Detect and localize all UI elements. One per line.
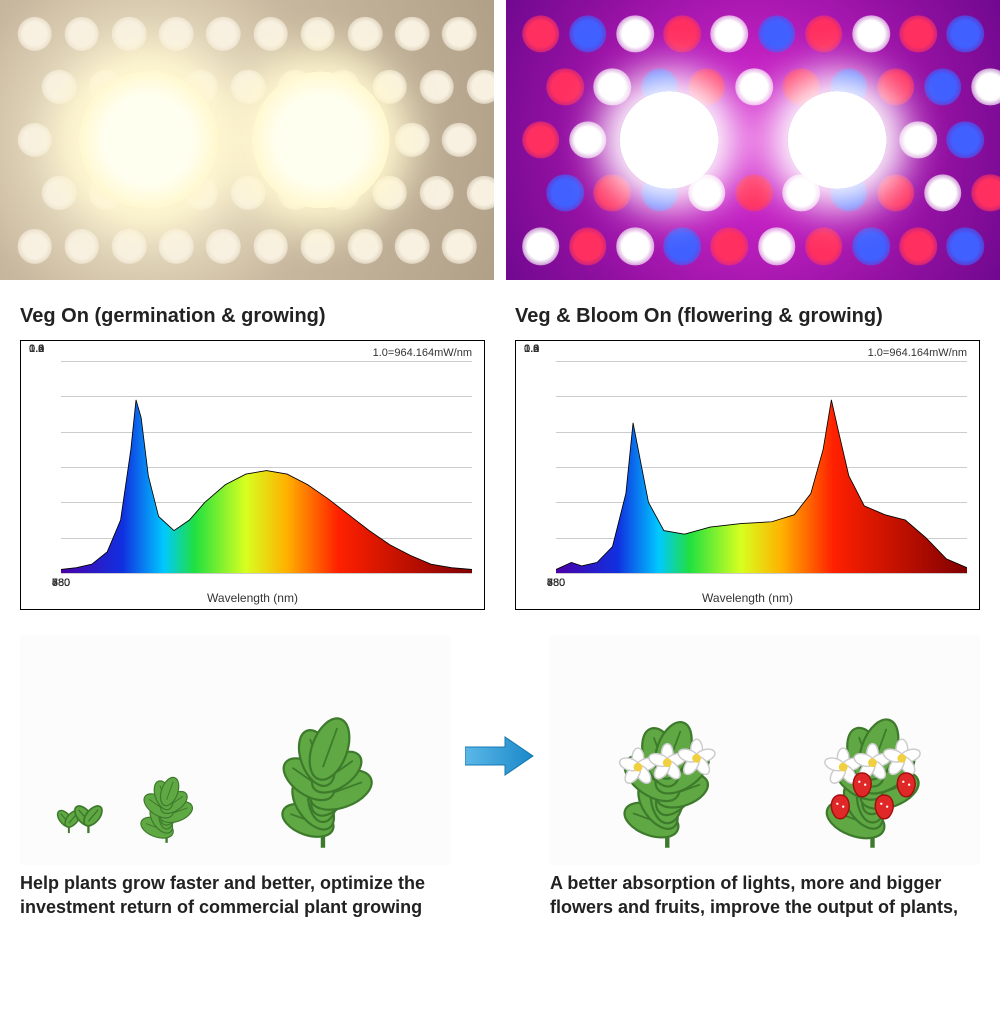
veg-chart-col: Veg On (germination & growing) 1.0=964.1… bbox=[20, 305, 485, 610]
spectrum-charts-row: Veg On (germination & growing) 1.0=964.1… bbox=[0, 290, 1000, 620]
veg-growth-illustration bbox=[20, 635, 450, 865]
growth-stages-row: Help plants grow faster and better, opti… bbox=[0, 630, 1000, 940]
bloom-growth-illustration bbox=[550, 635, 980, 865]
arrow-col bbox=[460, 635, 540, 777]
chart-note: 1.0=964.164mW/nm bbox=[868, 347, 967, 359]
bloom-growth-col: A better absorption of lights, more and … bbox=[550, 635, 980, 920]
veg-chart-title: Veg On (germination & growing) bbox=[20, 305, 485, 328]
veg-mode-photo bbox=[0, 0, 494, 280]
veg-caption: Help plants grow faster and better, opti… bbox=[20, 871, 450, 920]
chart-note: 1.0=964.164mW/nm bbox=[373, 347, 472, 359]
arrow-icon bbox=[465, 735, 535, 777]
veg-growth-col: Help plants grow faster and better, opti… bbox=[20, 635, 450, 920]
bloom-mode-photo bbox=[506, 0, 1000, 280]
x-axis-label: Wavelength (nm) bbox=[207, 591, 298, 605]
bloom-chart-col: Veg & Bloom On (flowering & growing) 1.0… bbox=[515, 305, 980, 610]
led-photos-row bbox=[0, 0, 1000, 290]
bloom-chart-title: Veg & Bloom On (flowering & growing) bbox=[515, 305, 980, 328]
x-axis-label: Wavelength (nm) bbox=[702, 591, 793, 605]
bloom-caption: A better absorption of lights, more and … bbox=[550, 871, 980, 920]
bloom-spectrum-chart: 1.0=964.164mW/nm Wavelength (nm) 0.00.20… bbox=[515, 340, 980, 610]
veg-spectrum-chart: 1.0=964.164mW/nm Wavelength (nm) 0.00.20… bbox=[20, 340, 485, 610]
